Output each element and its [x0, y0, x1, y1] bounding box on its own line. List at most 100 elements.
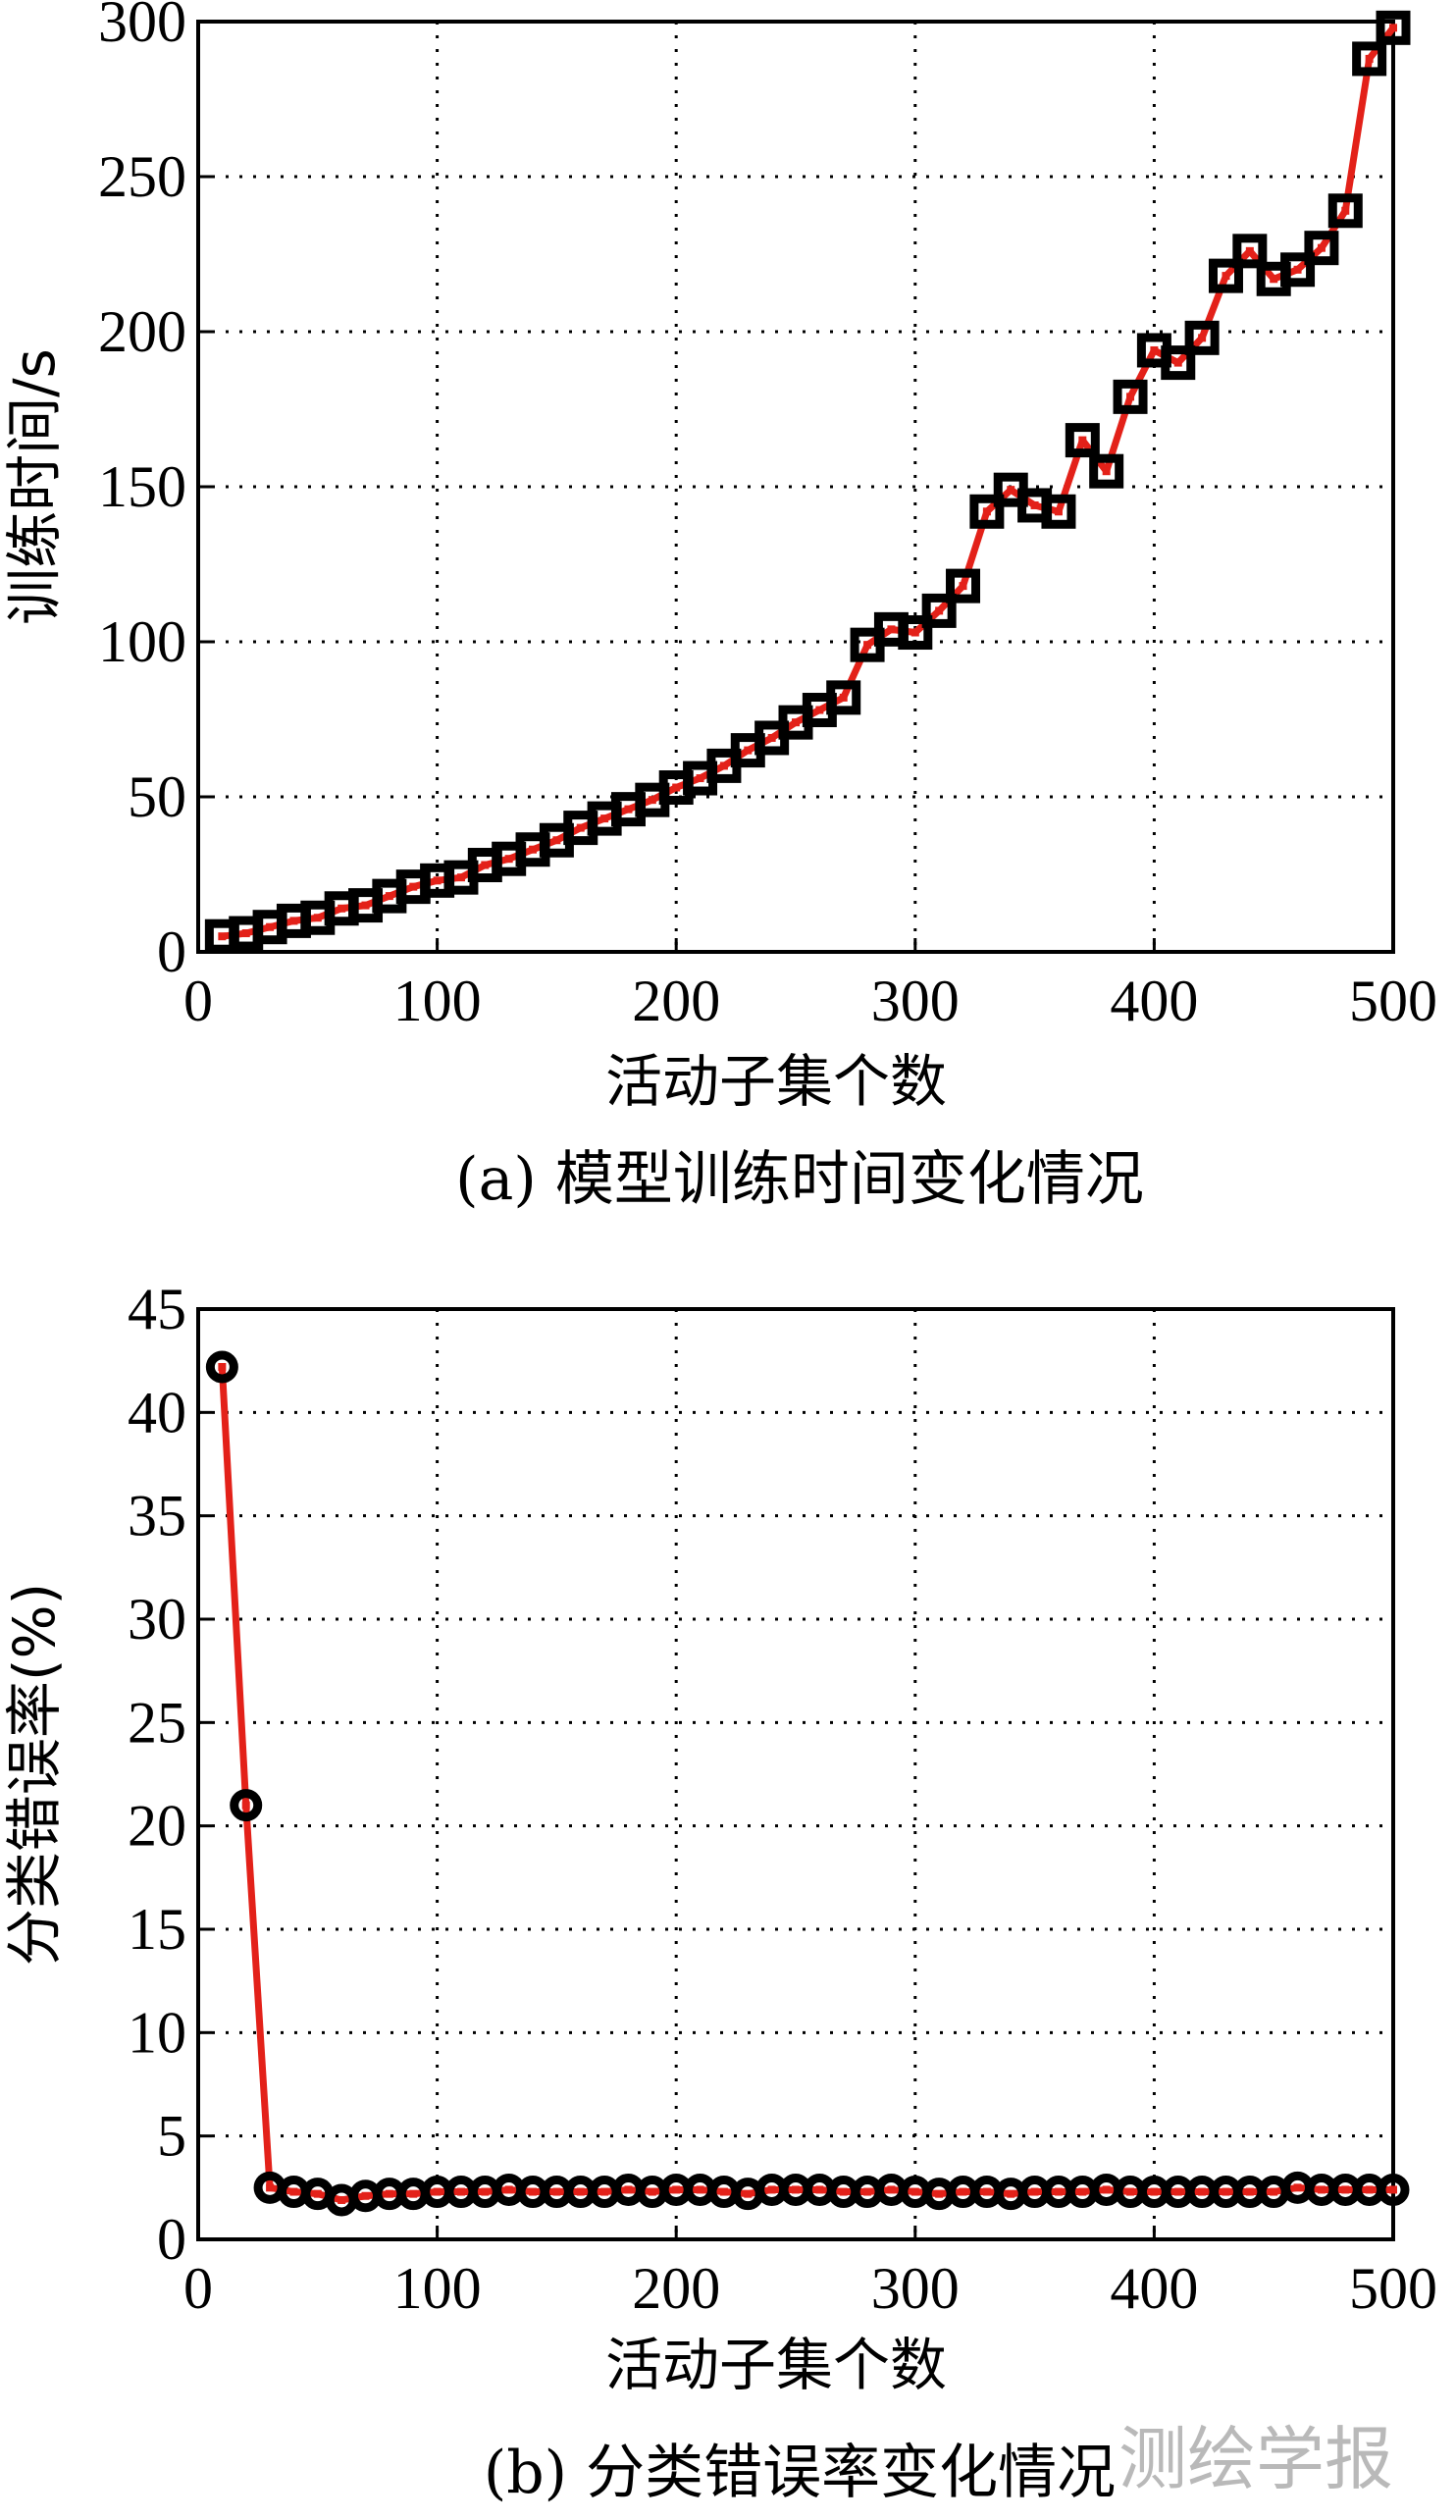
- data-point-center: [456, 2187, 465, 2196]
- data-point-center: [1245, 2187, 1254, 2196]
- data-point-center: [792, 2185, 800, 2194]
- data-point: [1377, 2173, 1410, 2206]
- data-point: [1208, 258, 1243, 293]
- data-point-center: [361, 901, 370, 910]
- data-point: [1304, 231, 1339, 266]
- data-point-center: [792, 718, 800, 727]
- y-tick-label: 0: [157, 2207, 186, 2272]
- data-point: [1089, 453, 1124, 489]
- data-point: [1184, 320, 1220, 355]
- data-point-center: [624, 2185, 633, 2194]
- data-point-center: [839, 693, 848, 702]
- x-tick-label: 200: [632, 2256, 720, 2321]
- data-point-center: [887, 2185, 896, 2194]
- data-point-center: [1198, 2187, 1207, 2196]
- data-point-center: [1245, 246, 1254, 255]
- data-point-center: [576, 2187, 585, 2196]
- data-point-center: [1173, 358, 1182, 367]
- data-point-center: [552, 2187, 561, 2196]
- data-point-center: [385, 892, 393, 901]
- data-point-center: [672, 783, 681, 792]
- data-point-center: [696, 2185, 704, 2194]
- data-point-center: [1365, 2185, 1374, 2194]
- data-point-center: [1222, 2187, 1230, 2196]
- y-tick-label: 250: [98, 144, 186, 209]
- y-axis-label: 训练时间/s: [1, 348, 68, 625]
- data-point-center: [1126, 393, 1135, 401]
- data-point-center: [1270, 275, 1278, 284]
- data-point-center: [648, 796, 656, 805]
- data-point-center: [719, 761, 728, 770]
- y-tick-label: 30: [128, 1587, 186, 1652]
- data-point-center: [576, 823, 585, 832]
- data-point: [230, 1789, 263, 1822]
- data-point-center: [1341, 206, 1350, 215]
- x-tick-label: 400: [1110, 2256, 1198, 2321]
- data-point-center: [504, 855, 513, 864]
- data-point-center: [218, 1362, 227, 1371]
- y-tick-label: 150: [98, 454, 186, 519]
- y-tick-label: 100: [98, 609, 186, 674]
- x-tick-label: 100: [393, 2256, 482, 2321]
- data-point-center: [719, 2187, 728, 2196]
- data-point-center: [1030, 2187, 1039, 2196]
- y-tick-label: 5: [157, 2104, 186, 2169]
- data-point-center: [481, 2187, 490, 2196]
- y-tick-label: 50: [128, 764, 186, 829]
- chart-error-rate: 0 100 200 300 400 500 0 5 10 15 20 25 30 35 40 45 活动子集个数…: [1, 1277, 1437, 2507]
- x-tick-label: 300: [871, 969, 960, 1033]
- data-point: [1327, 193, 1363, 229]
- data-point-center: [982, 2187, 991, 2196]
- data-point: [1232, 234, 1268, 269]
- data-point-center: [744, 746, 753, 755]
- y-tick-label: 300: [98, 0, 186, 54]
- data-point: [1113, 379, 1148, 414]
- data-point-center: [624, 805, 633, 814]
- x-tick-label: 0: [183, 2256, 213, 2321]
- data-point-center: [1102, 2185, 1111, 2194]
- data-point-center: [1126, 2187, 1135, 2196]
- data-point-center: [600, 814, 609, 823]
- x-tick-label: 500: [1349, 969, 1437, 1033]
- data-point: [1041, 494, 1076, 529]
- data-point-center: [1293, 2183, 1302, 2192]
- data-point-center: [1173, 2187, 1182, 2196]
- series-line: [221, 26, 1396, 940]
- y-tick-label: 15: [128, 1897, 186, 1962]
- data-point-center: [887, 625, 896, 634]
- data-point-center: [1293, 265, 1302, 274]
- data-point-center: [1341, 2185, 1350, 2194]
- data-point-center: [744, 2189, 753, 2198]
- x-axis-label: 活动子集个数: [605, 2332, 947, 2398]
- data-point: [1065, 423, 1100, 458]
- data-point-center: [529, 845, 538, 854]
- data-point-center: [338, 904, 346, 913]
- data-point-center: [1150, 2187, 1159, 2196]
- data-point-center: [696, 774, 704, 783]
- x-tick-label: 0: [183, 969, 213, 1033]
- data-point-center: [1198, 334, 1207, 342]
- data-point-center: [552, 836, 561, 845]
- data-point-center: [1030, 500, 1039, 509]
- data-point: [205, 1350, 238, 1384]
- data-point: [1161, 345, 1196, 381]
- figure-caption: (a) 模型训练时间变化情况: [455, 1145, 1144, 1214]
- series-line: [218, 1366, 1393, 2204]
- data-point-center: [815, 2185, 824, 2194]
- data-point-center: [600, 2187, 609, 2196]
- data-point-center: [1078, 2187, 1087, 2196]
- x-tick-label: 200: [632, 969, 720, 1033]
- chart-training-time: 0 100 200 300 400 500 0 50 100 150 200 250 300 活动子集个数…: [1, 0, 1437, 1214]
- x-tick-label: 100: [393, 969, 482, 1033]
- data-point-center: [433, 876, 442, 885]
- y-tick-label: 40: [128, 1380, 186, 1444]
- data-point-center: [361, 2191, 370, 2200]
- figure-caption: (b) 分类错误率变化情况: [484, 2439, 1116, 2507]
- data-point-center: [910, 628, 919, 637]
- data-point-center: [218, 932, 227, 941]
- y-tick-label: 25: [128, 1690, 186, 1755]
- data-point-center: [504, 2185, 513, 2194]
- data-point-center: [529, 2187, 538, 2196]
- data-point-center: [959, 582, 967, 591]
